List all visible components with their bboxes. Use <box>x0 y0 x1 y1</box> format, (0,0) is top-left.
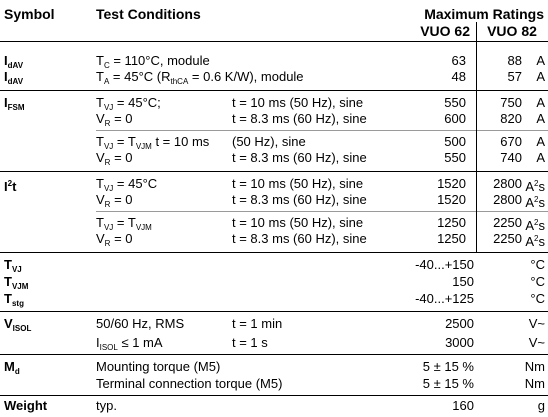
condition-time: t = 10 ms (50 Hz), sine <box>232 176 364 191</box>
condition-time: t = 8.3 ms (60 Hz), sine <box>232 192 367 207</box>
value-vuo62: 600 <box>444 111 466 126</box>
unit: V~ <box>528 316 545 331</box>
value-torque: 5 ± 15 % <box>422 376 474 391</box>
value-vuo62: 550 <box>444 95 466 110</box>
condition-typical: typ. <box>96 398 117 413</box>
symbol-tstg: Tstg <box>4 291 24 308</box>
column-divider-upper <box>476 22 477 252</box>
unit: °C <box>530 274 545 289</box>
condition-time: t = 10 ms (50 Hz), sine <box>232 215 364 230</box>
value-range: -40...+125 <box>415 291 474 306</box>
subrule-i2t <box>96 211 548 212</box>
header-conditions: Test Conditions <box>96 6 201 22</box>
symbol-ifsm: IFSM <box>4 95 25 112</box>
unit: °C <box>530 291 545 306</box>
symbol-weight: Weight <box>4 398 48 413</box>
unit: A2s <box>525 179 545 194</box>
value-vuo82: 2800 <box>493 176 522 191</box>
value-vuo82: 2250 <box>493 231 522 246</box>
condition-tvj: TVJ = 45°C <box>96 176 158 193</box>
symbol-idav: IdAV <box>4 69 24 86</box>
unit: Nm <box>524 376 545 391</box>
symbol-i2t: I2t <box>4 179 17 194</box>
value-vuo82: 740 <box>500 150 522 165</box>
unit: A <box>536 134 545 149</box>
value-vuo62: 550 <box>444 150 466 165</box>
unit: A2s <box>525 218 545 233</box>
symbol-tvjm: TVJM <box>4 274 29 291</box>
section-rule-t <box>0 252 548 253</box>
condition-tvj-tvjm: TVJ = TVJM t = 10 ms <box>96 134 210 151</box>
value-vuo62: 48 <box>451 69 466 84</box>
section-rule-ifsm <box>0 90 548 91</box>
condition-time: t = 10 ms (50 Hz), sine <box>232 95 364 110</box>
value-vuo82: 88 <box>507 53 522 68</box>
unit: Nm <box>524 359 545 374</box>
unit: °C <box>530 257 545 272</box>
condition-current: IISOL ≤ 1 mA <box>96 335 163 352</box>
value-vuo82: 820 <box>500 111 522 126</box>
unit: A <box>536 53 545 68</box>
value-vuo62: 500 <box>444 134 466 149</box>
symbol-md: Md <box>4 359 20 376</box>
section-rule-weight <box>0 395 548 396</box>
symbol-tvj: TVJ <box>4 257 22 274</box>
unit: A <box>536 150 545 165</box>
value-vuo82: 2250 <box>493 215 522 230</box>
section-rule-i2t <box>0 171 548 172</box>
condition-time: t = 8.3 ms (60 Hz), sine <box>232 150 367 165</box>
unit: A <box>536 111 545 126</box>
unit: A2s <box>525 234 545 249</box>
value-range: -40...+150 <box>415 257 474 272</box>
section-rule-md <box>0 354 548 355</box>
condition-vr: VR = 0 <box>96 192 133 209</box>
value-weight: 160 <box>452 398 474 413</box>
symbol-idav: IdAV <box>4 53 24 70</box>
condition-terminal-torque: Terminal connection torque (M5) <box>96 376 283 391</box>
header-rule <box>0 41 548 42</box>
condition-frequency: 50/60 Hz, RMS <box>96 316 185 331</box>
header-symbol: Symbol <box>4 6 55 22</box>
condition-time: t = 1 min <box>232 316 283 331</box>
unit: V~ <box>528 335 545 350</box>
condition-vr: VR = 0 <box>96 111 133 128</box>
value-vuo62: 1520 <box>437 176 466 191</box>
unit: g <box>537 398 545 413</box>
value-vuo82: 57 <box>507 69 522 84</box>
header-max-ratings: Maximum Ratings <box>424 6 544 22</box>
condition-time: t = 8.3 ms (60 Hz), sine <box>232 111 367 126</box>
value-vuo62: 1250 <box>437 215 466 230</box>
section-rule-visol <box>0 311 548 312</box>
condition-time: t = 1 s <box>232 335 268 350</box>
condition-mounting-torque: Mounting torque (M5) <box>96 359 221 374</box>
value-vuo62: 1520 <box>437 192 466 207</box>
symbol-visol: VISOL <box>4 316 32 333</box>
unit: A2s <box>525 195 545 210</box>
condition-tc: TC = 110°C, module <box>96 53 210 70</box>
value-range: 150 <box>452 274 474 289</box>
value-vuo62: 63 <box>451 53 466 68</box>
header-col2: VUO 82 <box>487 23 537 39</box>
value-voltage: 2500 <box>445 316 474 331</box>
value-vuo82: 2800 <box>493 192 522 207</box>
value-vuo82: 670 <box>500 134 522 149</box>
unit: A <box>536 95 545 110</box>
unit: A <box>536 69 545 84</box>
value-vuo82: 750 <box>500 95 522 110</box>
condition-tvj: TVJ = 45°C; <box>96 95 161 112</box>
condition-time: t = 8.3 ms (60 Hz), sine <box>232 231 367 246</box>
value-vuo62: 1250 <box>437 231 466 246</box>
condition-tvj-tvjm: TVJ = TVJM <box>96 215 152 232</box>
condition-vr: VR = 0 <box>96 150 133 167</box>
condition-time: (50 Hz), sine <box>232 134 306 149</box>
value-voltage: 3000 <box>445 335 474 350</box>
condition-vr: VR = 0 <box>96 231 133 248</box>
header-col1: VUO 62 <box>420 23 470 39</box>
condition-ta: TA = 45°C (RthCA = 0.6 K/W), module <box>96 69 304 86</box>
value-torque: 5 ± 15 % <box>422 359 474 374</box>
subrule-ifsm <box>96 130 548 131</box>
